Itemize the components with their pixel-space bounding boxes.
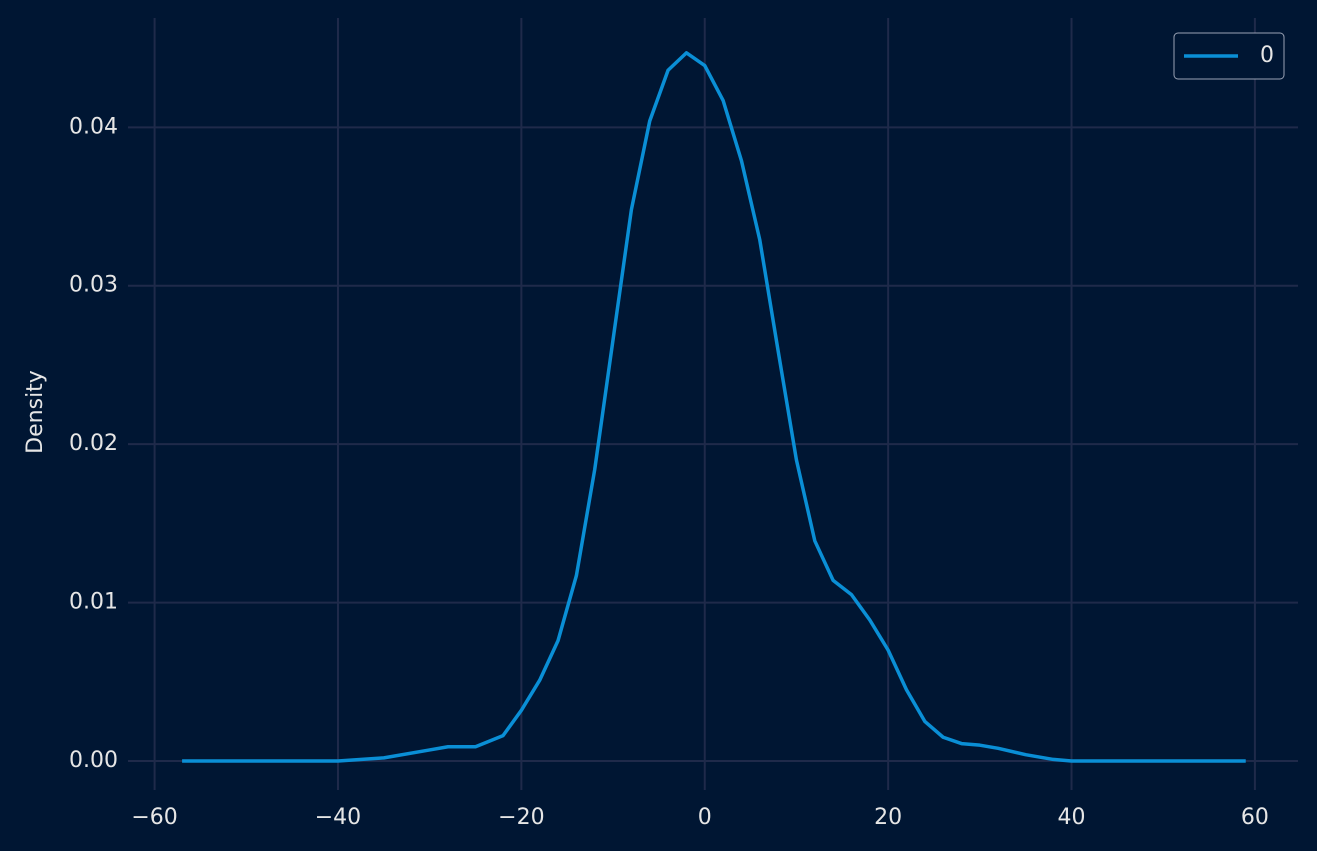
- x-tick-label: −40: [315, 805, 361, 830]
- x-tick-label: −60: [131, 805, 177, 830]
- y-tick-label: 0.01: [69, 590, 118, 615]
- kde-line: [182, 51, 1246, 763]
- x-tick-label: 20: [874, 805, 902, 830]
- y-tick-label: 0.00: [69, 748, 118, 773]
- x-tick-label: 60: [1241, 805, 1269, 830]
- x-tick-label: 40: [1058, 805, 1086, 830]
- x-tick-label: 0: [698, 805, 712, 830]
- y-tick-label: 0.03: [69, 273, 118, 298]
- x-tick-label: −20: [498, 805, 544, 830]
- y-axis-label: Density: [23, 370, 48, 454]
- y-tick-label: 0.02: [69, 431, 118, 456]
- y-tick-label: 0.04: [69, 114, 118, 139]
- legend-label: 0: [1260, 43, 1274, 68]
